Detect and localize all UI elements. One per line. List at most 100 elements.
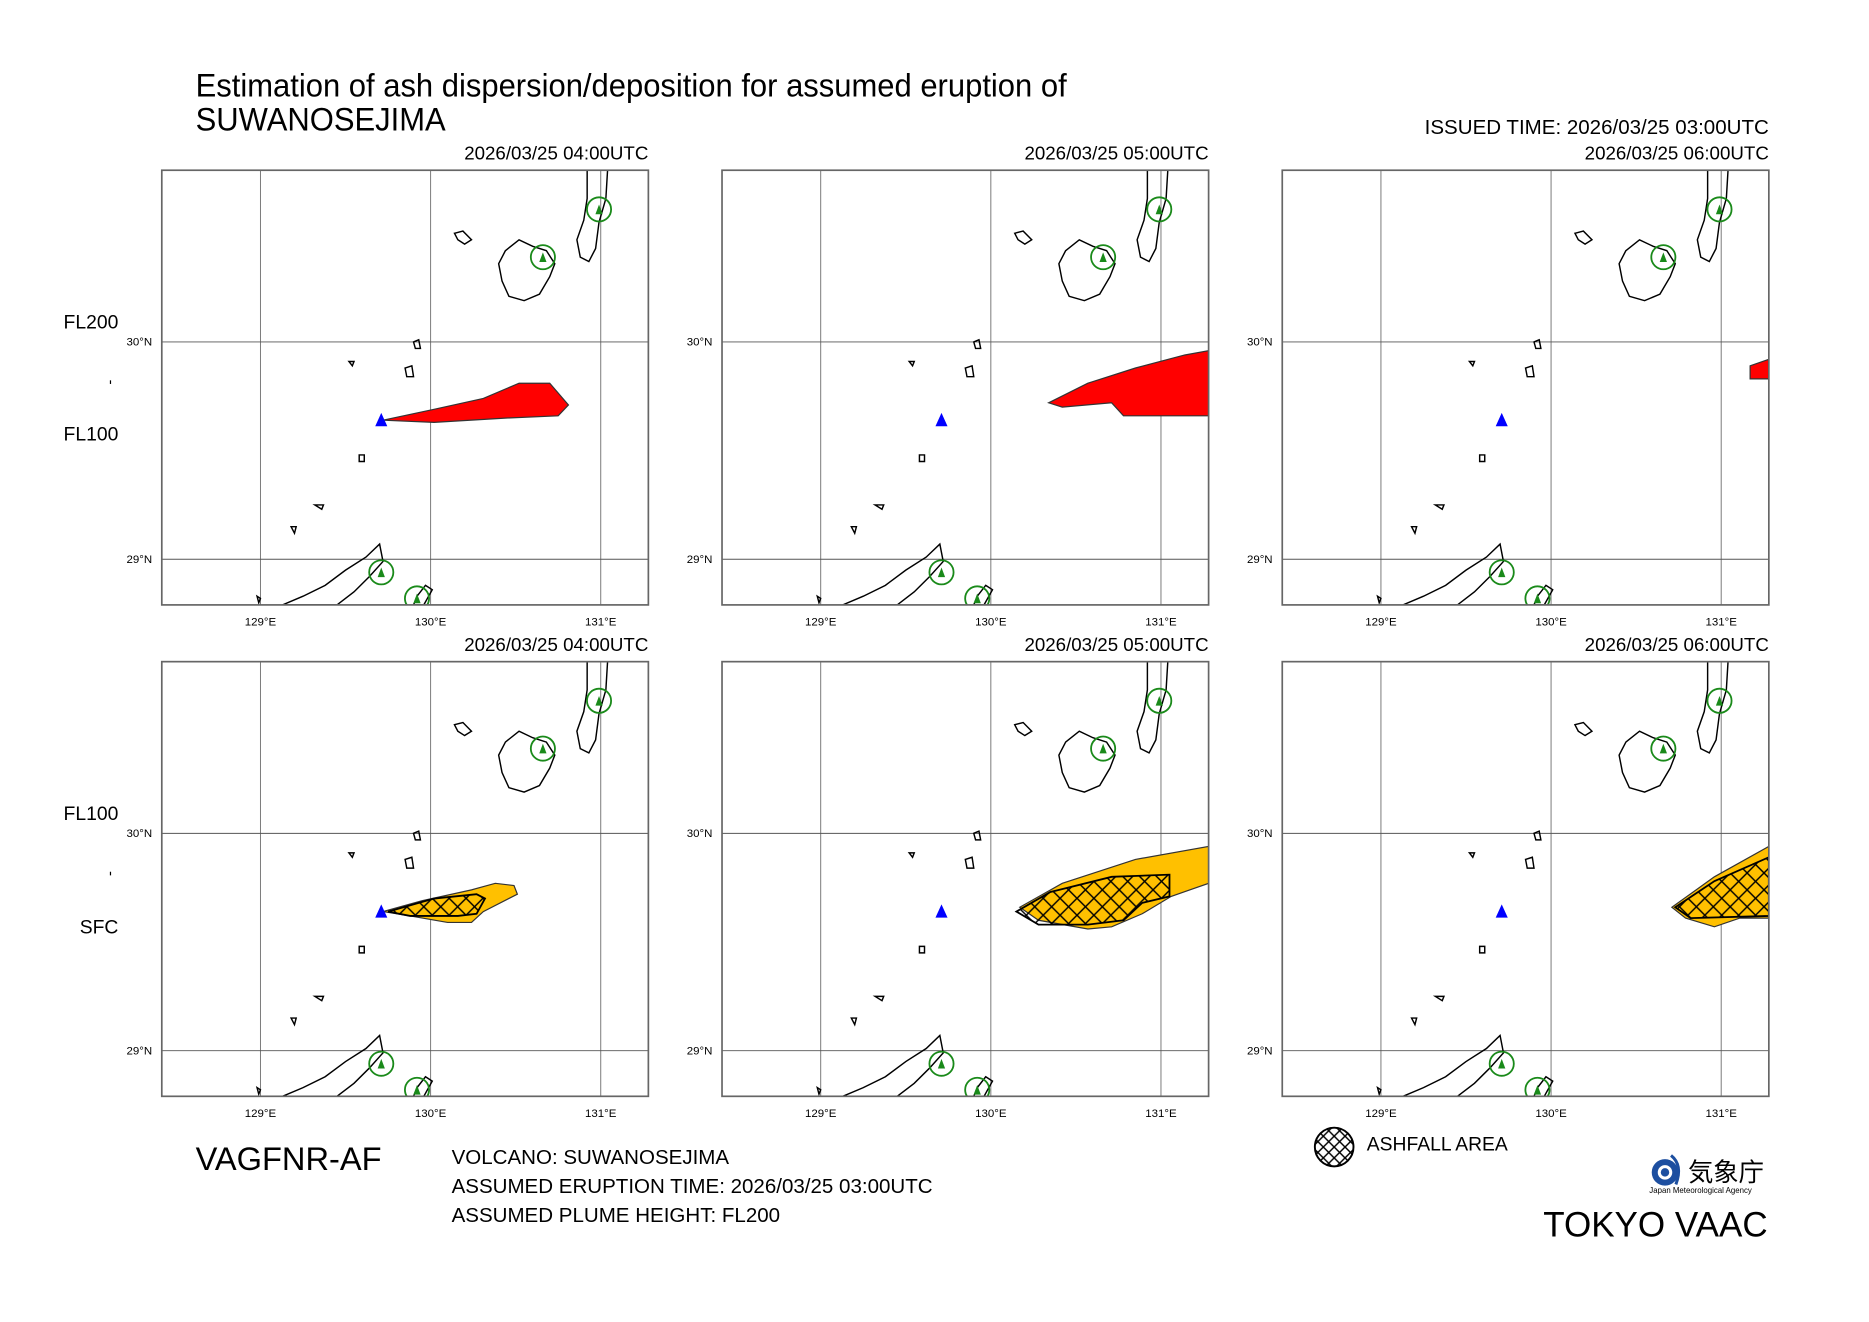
volcano-marker-icon (973, 1084, 981, 1095)
lat-tick-label: 29°N (687, 554, 713, 566)
coastline (964, 856, 975, 869)
level-label-top-lower: FL100 (63, 425, 119, 446)
coastline (872, 504, 885, 511)
coastline (1136, 661, 1169, 754)
title-line-1: Estimation of ash dispersion/deposition … (195, 67, 1067, 104)
suwanosejima-volcano-icon (375, 412, 388, 427)
volcano-marker-ring (1488, 1050, 1515, 1077)
coastline (1618, 730, 1677, 793)
lat-tick-label: 30°N (1247, 828, 1273, 840)
ash-cloud-area (382, 382, 570, 423)
coastline (972, 1075, 994, 1097)
ashfall-legend-label: ASHFALL AREA (1366, 1134, 1508, 1156)
lon-tick-label: 131°E (1145, 1108, 1177, 1120)
suwanosejima-volcano-icon (375, 904, 388, 918)
volcano-name: VOLCANO: SUWANOSEJIMA (451, 1145, 730, 1169)
coastline (404, 856, 415, 869)
ash-cloud-area (1047, 350, 1209, 417)
volcano-marker-ring (368, 559, 395, 586)
coastline (347, 852, 356, 859)
coastline (972, 338, 982, 350)
title-line-2: SUWANOSEJIMA (195, 101, 446, 138)
coastline (972, 584, 994, 605)
volcano-marker-icon (973, 593, 981, 604)
coastline (282, 1034, 384, 1097)
lon-tick-label: 130°E (975, 616, 1007, 628)
map-canvas: 129°E 130°E 131°E 30°N 29°N (126, 660, 650, 1120)
coastline (1432, 504, 1445, 511)
vaac-name: TOKYO VAAC (1543, 1206, 1768, 1245)
panel-valid-time: 2026/03/25 05:00UTC (1024, 143, 1209, 165)
coastline (872, 995, 885, 1002)
map-panel-3: 2026/03/25 06:00UTC 129°E 130°E 131°E 30°N 29… (1247, 144, 1770, 628)
lat-tick-label: 29°N (1247, 1045, 1273, 1057)
coastline (358, 945, 365, 954)
volcano-marker-ring (1524, 585, 1551, 605)
volcano-marker-icon (1715, 695, 1724, 706)
volcano-marker-ring (928, 559, 955, 586)
volcano-marker-ring (1650, 735, 1677, 762)
coastline (497, 730, 556, 793)
coastline (918, 454, 926, 463)
volcano-marker-ring (586, 196, 613, 223)
product-id: VAGFNR-AF (195, 1140, 382, 1178)
coastline (1376, 1086, 1382, 1097)
coastline (842, 1034, 945, 1097)
jma-logo: 気象庁 Japan Meteorological Agency (1649, 1153, 1770, 1199)
lon-tick-label: 129°E (1365, 616, 1397, 628)
map-canvas: 129°E 130°E 131°E 30°N 29°N (687, 169, 1210, 628)
volcano-marker-icon (539, 743, 547, 754)
coastline (453, 721, 473, 737)
ashfall-legend-icon (1313, 1126, 1355, 1168)
coastline (255, 594, 262, 605)
volcano-marker-icon (1659, 252, 1667, 263)
map-canvas: 129°E 130°E 131°E 30°N 29°N (687, 660, 1210, 1120)
coastline (1058, 730, 1116, 793)
jma-name-en: Japan Meteorological Agency (1649, 1186, 1752, 1196)
volcano-marker-ring (404, 1076, 430, 1097)
coastline (412, 338, 422, 350)
coastline (972, 830, 982, 841)
coastline (1467, 852, 1476, 859)
coastline (1467, 360, 1476, 368)
volcano-marker-ring (1090, 735, 1117, 762)
lon-tick-label: 131°E (1145, 616, 1177, 628)
lat-tick-label: 30°N (126, 337, 152, 349)
jma-emblem-icon (1651, 1154, 1681, 1186)
volcano-marker-ring (1146, 687, 1173, 714)
coastline (1013, 230, 1033, 245)
volcano-marker-ring (529, 244, 556, 271)
lon-tick-label: 131°E (585, 616, 617, 628)
lon-tick-label: 131°E (1706, 1108, 1738, 1120)
lon-tick-label: 130°E (975, 1108, 1007, 1120)
eruption-time: ASSUMED ERUPTION TIME: 2026/03/25 03:00U… (451, 1174, 933, 1198)
map-frame (1281, 169, 1770, 606)
map-panel-5: 2026/03/25 05:00UTC 129°E 130°E 131°E 30°N 29… (687, 635, 1210, 1120)
lon-tick-label: 129°E (1365, 1108, 1397, 1120)
map-panel-6: 2026/03/25 06:00UTC 129°E 130°E 131°E 30°N 29… (1247, 635, 1770, 1120)
panel-valid-time: 2026/03/25 06:00UTC (1584, 143, 1769, 165)
coastline (412, 1075, 434, 1097)
volcano-marker-icon (937, 567, 946, 578)
coastline (282, 542, 384, 605)
lon-tick-label: 131°E (585, 1108, 617, 1120)
coastline (964, 364, 975, 378)
volcano-marker-icon (1498, 567, 1506, 578)
lon-tick-label: 130°E (1535, 616, 1567, 628)
map-frame (1281, 660, 1770, 1098)
map-panel-2: 2026/03/25 05:00UTC 129°E 130°E 131°E 30°N 29… (687, 144, 1210, 628)
coastline (358, 454, 365, 463)
lon-tick-label: 129°E (805, 1108, 837, 1120)
volcano-marker-ring (368, 1050, 395, 1077)
panel-valid-time: 2026/03/25 04:00UTC (464, 635, 649, 656)
volcano-marker-ring (1706, 687, 1733, 714)
volcano-marker-icon (595, 204, 603, 215)
volcano-marker-icon (413, 593, 421, 604)
coastline (1058, 238, 1116, 302)
coastline (312, 995, 325, 1002)
volcano-marker-icon (1155, 695, 1163, 706)
map-frame (721, 169, 1210, 606)
jma-name-jp: 気象庁 (1687, 1157, 1765, 1187)
coastline (347, 360, 356, 368)
lon-tick-label: 129°E (245, 616, 277, 628)
